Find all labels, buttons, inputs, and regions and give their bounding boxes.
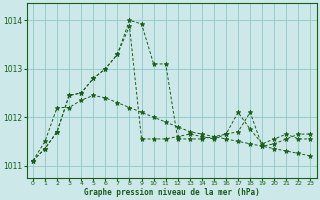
X-axis label: Graphe pression niveau de la mer (hPa): Graphe pression niveau de la mer (hPa) xyxy=(84,188,260,197)
